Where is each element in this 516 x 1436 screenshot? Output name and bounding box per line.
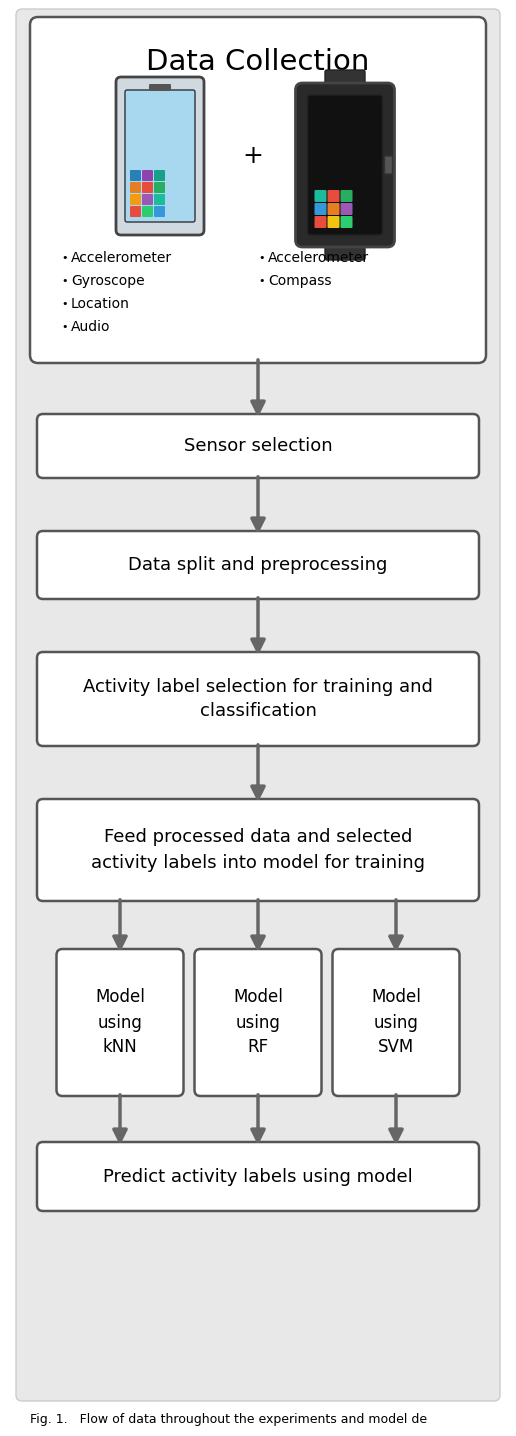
FancyBboxPatch shape [56,949,184,1096]
Text: Data split and preprocessing: Data split and preprocessing [128,556,388,574]
FancyBboxPatch shape [16,9,500,1402]
FancyBboxPatch shape [325,70,365,93]
FancyBboxPatch shape [314,215,327,228]
FancyBboxPatch shape [154,169,165,181]
Text: Gyroscope: Gyroscope [71,274,144,289]
FancyBboxPatch shape [154,194,165,205]
Text: •: • [62,253,68,263]
FancyBboxPatch shape [296,83,395,247]
FancyBboxPatch shape [116,78,204,236]
Text: •: • [259,253,265,263]
FancyBboxPatch shape [37,652,479,745]
Text: Model
using
RF: Model using RF [233,988,283,1057]
Text: Accelerometer: Accelerometer [268,251,369,266]
FancyBboxPatch shape [30,17,486,363]
FancyBboxPatch shape [142,205,153,217]
Text: Location: Location [71,297,130,312]
FancyBboxPatch shape [314,202,327,215]
Text: Model
using
SVM: Model using SVM [371,988,421,1057]
FancyBboxPatch shape [341,190,352,202]
FancyBboxPatch shape [154,182,165,192]
Text: •: • [62,322,68,332]
FancyBboxPatch shape [308,95,382,236]
FancyBboxPatch shape [37,1142,479,1211]
FancyBboxPatch shape [384,157,393,174]
Text: Fig. 1.   Flow of data throughout the experiments and model de: Fig. 1. Flow of data throughout the expe… [30,1413,427,1426]
Text: Activity label selection for training and
classification: Activity label selection for training an… [83,678,433,721]
FancyBboxPatch shape [142,169,153,181]
Text: •: • [62,276,68,286]
FancyBboxPatch shape [314,190,327,202]
FancyBboxPatch shape [130,169,141,181]
Text: +: + [243,144,264,168]
FancyBboxPatch shape [142,182,153,192]
Text: Feed processed data and selected
activity labels into model for training: Feed processed data and selected activit… [91,829,425,872]
FancyBboxPatch shape [195,949,321,1096]
Text: Compass: Compass [268,274,331,289]
FancyBboxPatch shape [328,202,340,215]
Text: •: • [62,299,68,309]
FancyBboxPatch shape [142,194,153,205]
FancyBboxPatch shape [154,205,165,217]
FancyBboxPatch shape [130,182,141,192]
FancyBboxPatch shape [37,414,479,478]
FancyBboxPatch shape [341,202,352,215]
Text: •: • [259,276,265,286]
FancyBboxPatch shape [328,215,340,228]
Text: Audio: Audio [71,320,110,335]
FancyBboxPatch shape [37,531,479,599]
Text: Predict activity labels using model: Predict activity labels using model [103,1167,413,1186]
FancyBboxPatch shape [149,83,171,90]
FancyBboxPatch shape [130,205,141,217]
FancyBboxPatch shape [37,798,479,900]
Text: Sensor selection: Sensor selection [184,437,332,455]
Text: Data Collection: Data Collection [147,47,369,76]
FancyBboxPatch shape [125,90,195,223]
FancyBboxPatch shape [341,215,352,228]
FancyBboxPatch shape [328,190,340,202]
Text: Accelerometer: Accelerometer [71,251,172,266]
FancyBboxPatch shape [325,236,365,260]
FancyBboxPatch shape [332,949,460,1096]
FancyBboxPatch shape [130,194,141,205]
Text: Model
using
kNN: Model using kNN [95,988,145,1057]
